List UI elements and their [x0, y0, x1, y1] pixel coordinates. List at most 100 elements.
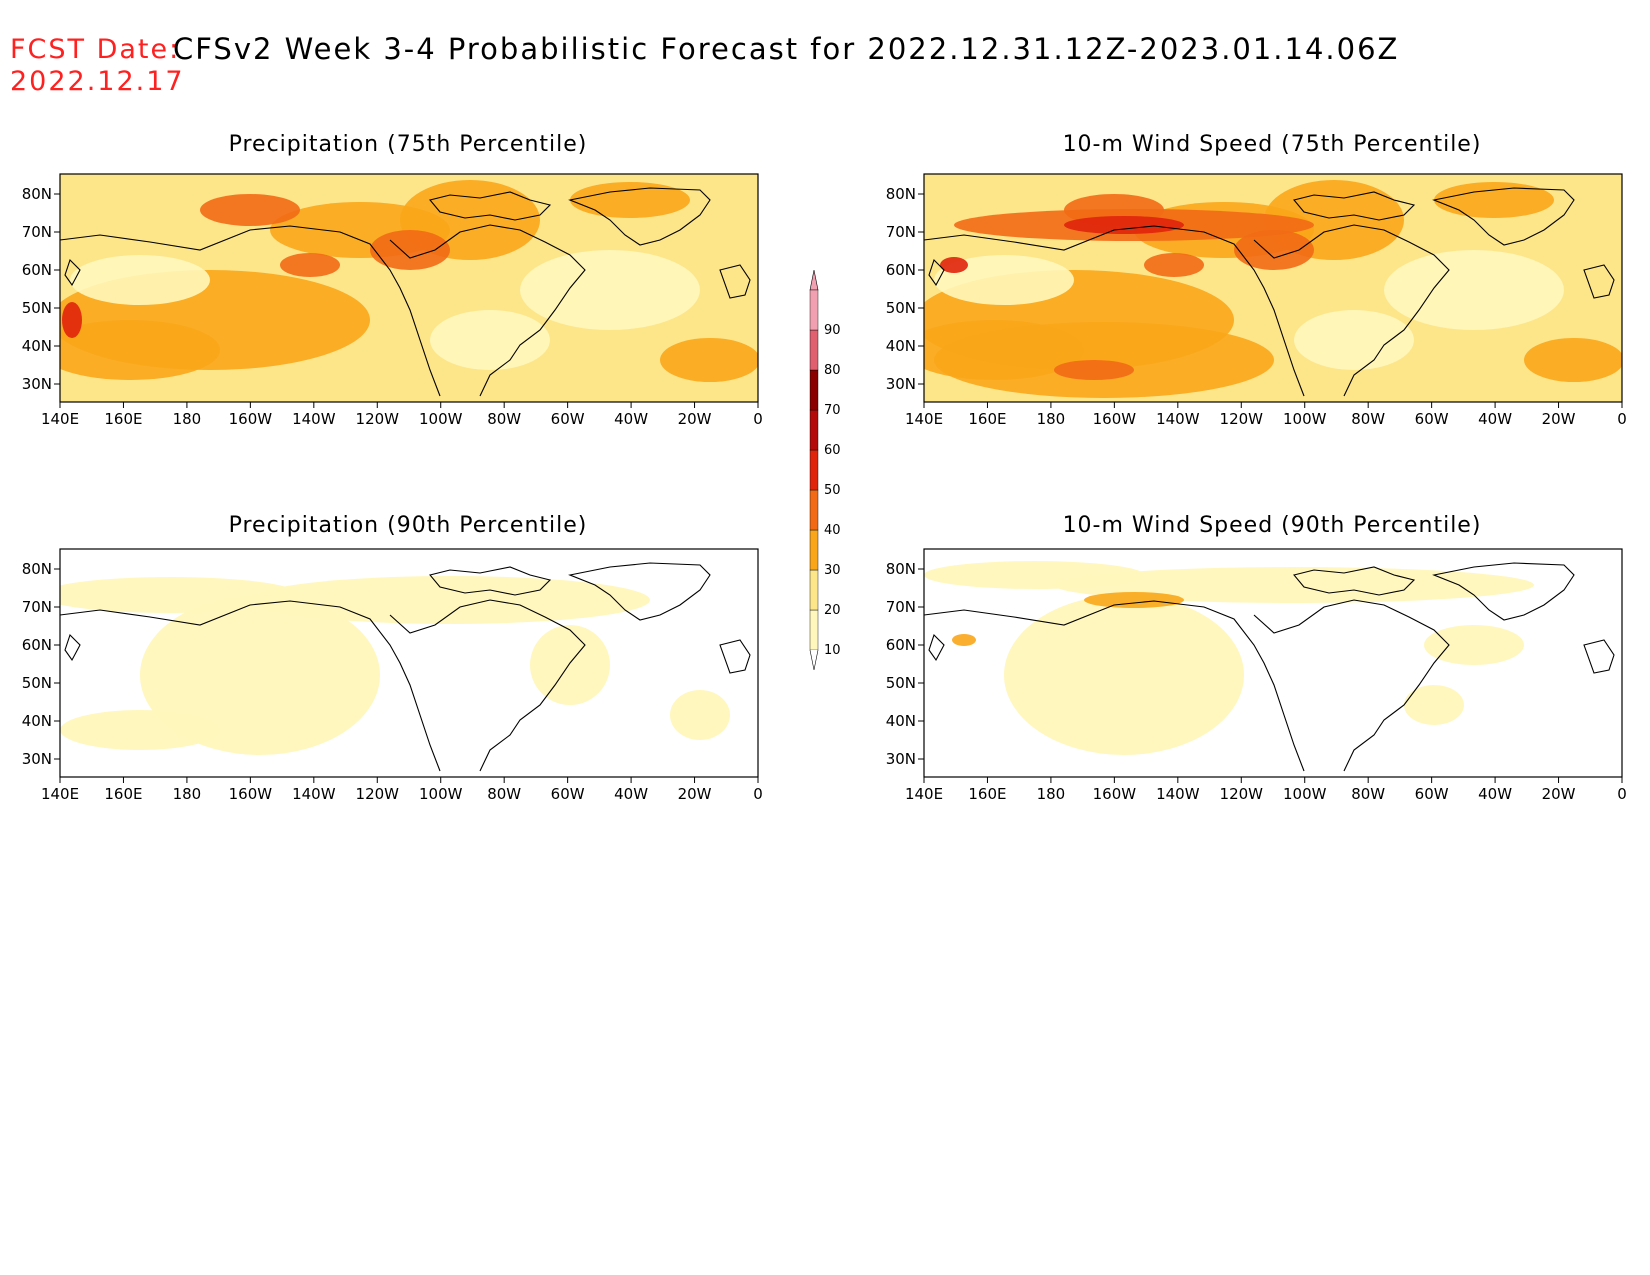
x-tick-label: 120W: [356, 785, 400, 803]
x-tick-label: 20W: [1542, 410, 1576, 428]
x-tick-label: 100W: [1283, 410, 1327, 428]
x-tick-label: 140W: [292, 785, 336, 803]
y-tick-label: 60N: [886, 261, 916, 279]
forecast-date-value: 2022.12.17: [10, 66, 185, 97]
y-tick-label: 50N: [886, 674, 916, 692]
coastline: [924, 562, 1615, 772]
x-tick-label: 80W: [1351, 785, 1385, 803]
x-tick-label: 180: [1037, 410, 1066, 428]
x-tick-label: 160W: [229, 410, 273, 428]
coastline: [60, 562, 751, 772]
y-tick-label: 80N: [886, 560, 916, 578]
colorbar: 10 20 30 40 50 60 70 80 90: [800, 269, 860, 690]
colorbar-bottom-arrow: [809, 649, 819, 671]
colorbar-label: 50: [824, 483, 841, 498]
x-tick-label: 80W: [487, 785, 521, 803]
x-tick-label: 180: [173, 410, 202, 428]
y-tick-label: 40N: [22, 712, 52, 730]
x-tick-label: 160E: [968, 410, 1006, 428]
x-tick-label: 160E: [104, 410, 142, 428]
x-tick-label: 20W: [678, 410, 712, 428]
colorbar-segment: [809, 289, 819, 331]
probability-field: [924, 174, 1622, 402]
x-tick-label: 60W: [551, 410, 585, 428]
x-tick-label: 160E: [104, 785, 142, 803]
x-tick-label: 140E: [41, 410, 79, 428]
y-tick-label: 40N: [22, 337, 52, 355]
x-tick-label: 0: [753, 785, 763, 803]
panel-title-precip-75: Precipitation (75th Percentile): [228, 132, 588, 157]
colorbar-label: 80: [824, 363, 841, 378]
panel-title-precip-90: Precipitation (90th Percentile): [228, 513, 588, 538]
y-tick-label: 80N: [886, 185, 916, 203]
x-tick-label: 80W: [487, 410, 521, 428]
map-panel-wind-75: 80N 70N 60N 50N 40N 30N 140E 160E 180 160W 140W 120…: [874, 170, 1634, 432]
x-tick-label: 40W: [1478, 410, 1512, 428]
panel-title-wind-90: 10-m Wind Speed (90th Percentile): [1062, 513, 1482, 538]
y-tick-label: 80N: [22, 560, 52, 578]
map-panel-wind-90: 80N 70N 60N 50N 40N 30N 140E 160E 180 160W 140W 120…: [874, 545, 1634, 807]
probability-field: [924, 549, 1622, 777]
x-tick-label: 120W: [1220, 785, 1264, 803]
probability-field: [60, 549, 758, 777]
x-tick-label: 140E: [905, 785, 943, 803]
coastline: [924, 187, 1615, 397]
colorbar-label: 30: [824, 563, 841, 578]
x-tick-label: 40W: [614, 410, 648, 428]
map-frame: [59, 173, 759, 403]
y-tick-label: 70N: [22, 223, 52, 241]
x-tick-label: 120W: [356, 410, 400, 428]
x-tick-label: 60W: [1415, 410, 1449, 428]
colorbar-segment: [809, 449, 819, 491]
map-frame: [923, 173, 1623, 403]
x-tick-label: 0: [1617, 785, 1627, 803]
y-tick-label: 70N: [22, 598, 52, 616]
x-tick-label: 140W: [1156, 785, 1200, 803]
colorbar-segment: [809, 489, 819, 531]
y-tick-label: 50N: [886, 299, 916, 317]
coastline: [60, 187, 751, 397]
map-svg: 80N 70N 60N 50N 40N 30N 140E 160E 180 160W 140W 120…: [22, 173, 763, 428]
probability-field: [60, 174, 758, 402]
main-title: CFSv2 Week 3-4 Probabilistic Forecast fo…: [173, 32, 1400, 66]
y-tick-label: 30N: [886, 375, 916, 393]
x-tick-label: 140W: [292, 410, 336, 428]
y-tick-label: 80N: [22, 185, 52, 203]
y-tick-label: 50N: [22, 674, 52, 692]
colorbar-segment: [809, 529, 819, 571]
x-tick-label: 140W: [1156, 410, 1200, 428]
y-tick-label: 50N: [22, 299, 52, 317]
colorbar-top-arrow: [809, 269, 819, 291]
x-tick-label: 20W: [1542, 785, 1576, 803]
x-tick-label: 60W: [1415, 785, 1449, 803]
y-tick-label: 30N: [22, 375, 52, 393]
x-tick-label: 0: [1617, 410, 1627, 428]
forecast-date-label: FCST Date:: [10, 34, 181, 65]
colorbar-segment: [809, 609, 819, 651]
map-svg: 80N 70N 60N 50N 40N 30N 140E 160E 180 160W 140W 120…: [886, 173, 1627, 428]
y-tick-label: 70N: [886, 598, 916, 616]
x-tick-label: 100W: [419, 785, 463, 803]
colorbar-segment: [809, 569, 819, 611]
colorbar-label: 20: [824, 603, 841, 618]
x-tick-label: 60W: [551, 785, 585, 803]
x-tick-label: 100W: [1283, 785, 1327, 803]
map-frame: [923, 548, 1623, 778]
map-panel-precip-90: 80N 70N 60N 50N 40N 30N 140E 160E 180 160W 140W 120…: [10, 545, 770, 807]
x-tick-label: 160W: [1093, 410, 1137, 428]
x-tick-label: 160W: [1093, 785, 1137, 803]
x-tick-label: 180: [173, 785, 202, 803]
map-frame: [59, 548, 759, 778]
x-tick-label: 40W: [614, 785, 648, 803]
x-tick-label: 120W: [1220, 410, 1264, 428]
colorbar-segment: [809, 329, 819, 371]
x-tick-label: 20W: [678, 785, 712, 803]
y-tick-label: 40N: [886, 337, 916, 355]
map-panel-precip-75: 80N 70N 60N 50N 40N 30N 140E 160E 180 160W 140W 120…: [10, 170, 770, 432]
colorbar-label: 10: [824, 643, 841, 658]
y-tick-label: 30N: [22, 750, 52, 768]
x-tick-label: 40W: [1478, 785, 1512, 803]
x-tick-label: 100W: [419, 410, 463, 428]
x-tick-label: 140E: [905, 410, 943, 428]
x-tick-label: 80W: [1351, 410, 1385, 428]
